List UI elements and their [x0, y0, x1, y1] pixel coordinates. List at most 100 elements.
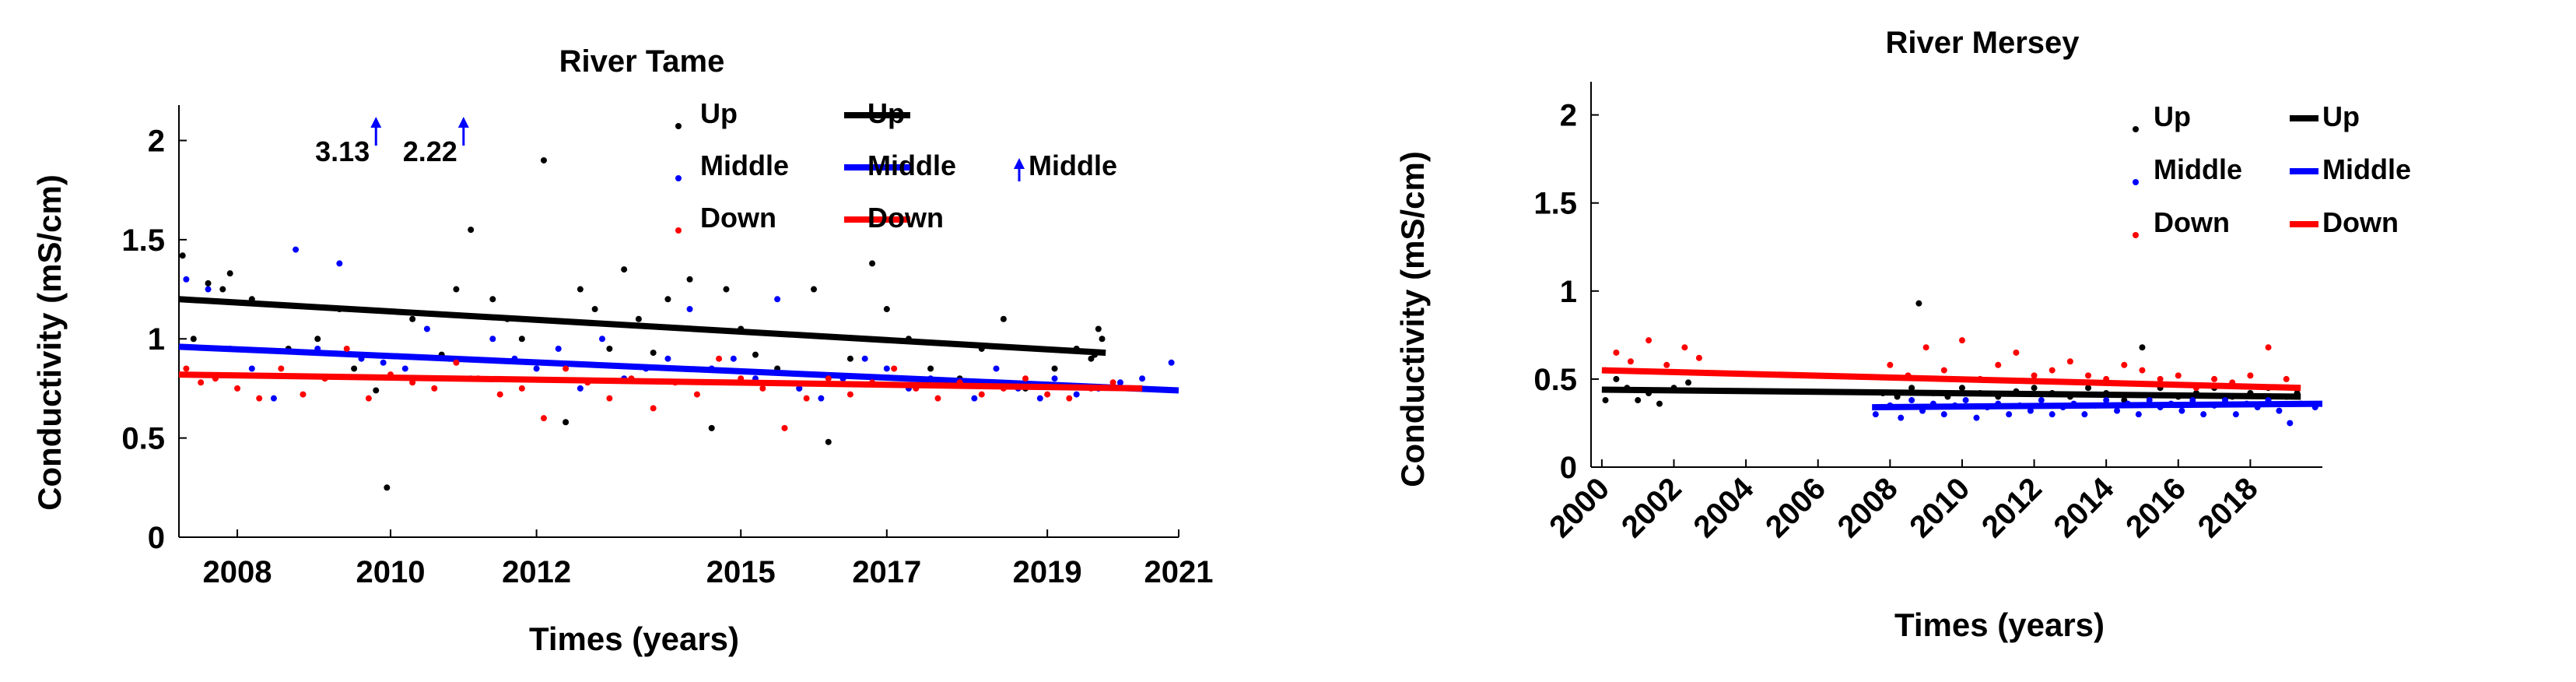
data-point — [664, 355, 671, 362]
x-axis-label: Times (years) — [529, 620, 739, 657]
trend-line — [178, 296, 1106, 357]
data-point — [1915, 300, 1922, 307]
data-point — [219, 286, 226, 293]
data-point — [431, 385, 438, 392]
y-tick-label: 0.5 — [121, 422, 165, 456]
data-point — [496, 391, 503, 398]
legend-label: Up — [2154, 100, 2191, 132]
legend-label: Down — [700, 202, 776, 234]
data-point — [1116, 379, 1123, 386]
x-tick-label: 2012 — [502, 555, 571, 589]
data-point — [723, 286, 730, 293]
data-point — [423, 325, 430, 332]
data-point — [1663, 361, 1670, 368]
legend-label: Middle — [700, 149, 789, 181]
x-tick-label: 2016 — [2119, 471, 2192, 544]
data-point — [1973, 414, 1980, 421]
data-point — [293, 246, 300, 253]
legend-marker — [2133, 179, 2139, 185]
data-point — [1602, 397, 1609, 404]
x-tick-label: 2008 — [1831, 471, 1905, 544]
x-tick-label: 2004 — [1687, 471, 1761, 545]
data-point — [599, 336, 606, 343]
chart-river-tame: River Tame Times (years) Conductivity (m… — [31, 44, 1213, 657]
y-tick-label: 0.5 — [1533, 363, 1577, 397]
legend-label: Up — [867, 97, 905, 129]
data-point — [2211, 375, 2218, 382]
data-point — [380, 359, 387, 366]
data-point — [2175, 372, 2182, 379]
data-point — [518, 385, 525, 392]
data-point — [1044, 391, 1051, 398]
x-tick-label: 2017 — [852, 555, 921, 589]
data-point — [2085, 385, 2092, 392]
y-tick-label: 0 — [148, 521, 165, 555]
legend-arrow-icon — [1014, 158, 1025, 181]
data-point — [2006, 411, 2013, 418]
data-point — [1036, 395, 1043, 402]
y-tick-label: 1.5 — [121, 223, 165, 258]
data-point — [2121, 361, 2128, 368]
data-point — [2139, 344, 2146, 351]
data-point — [861, 355, 868, 362]
data-point — [2031, 372, 2038, 379]
data-point — [226, 270, 233, 277]
data-point — [1613, 349, 1620, 356]
data-point — [664, 296, 671, 303]
data-point — [693, 391, 700, 398]
legend-marker — [2133, 126, 2139, 132]
x-tick-label: 2015 — [706, 555, 776, 589]
offscale-arrow-icon — [370, 117, 382, 146]
data-point — [1168, 359, 1175, 366]
data-point — [1940, 367, 1947, 374]
data-point — [2178, 407, 2185, 414]
x-tick-label: 2008 — [203, 555, 272, 589]
x-tick-label: 2010 — [356, 555, 426, 589]
data-point — [825, 375, 832, 382]
data-point — [198, 379, 205, 386]
chart-title: River Tame — [559, 44, 725, 79]
data-point — [183, 276, 190, 283]
legend-marker — [675, 175, 682, 181]
data-point — [1908, 385, 1915, 392]
x-tick-label: 2014 — [2047, 471, 2121, 545]
data-point — [205, 279, 212, 287]
x-tick-label: 2000 — [1543, 471, 1616, 544]
data-point — [577, 286, 584, 293]
data-point — [1139, 375, 1146, 382]
data-point — [2049, 367, 2056, 374]
data-point — [256, 395, 263, 402]
data-point — [2013, 349, 2020, 356]
data-point — [468, 227, 475, 234]
data-point — [1109, 379, 1116, 386]
y-tick-label: 1.5 — [1533, 187, 1577, 221]
legend-label: Down — [867, 202, 944, 234]
data-point — [2283, 375, 2290, 382]
data-point — [384, 484, 391, 491]
data-point — [1922, 344, 1929, 351]
legend-label: Middle — [1029, 149, 1117, 181]
data-point — [781, 424, 788, 431]
x-tick-label: 2021 — [1144, 555, 1214, 589]
data-point — [1958, 385, 1965, 392]
data-point — [883, 365, 890, 372]
data-point — [577, 385, 584, 392]
y-tick-label: 1 — [148, 322, 165, 357]
data-point — [1073, 391, 1080, 398]
data-point — [978, 391, 985, 398]
data-point — [650, 405, 657, 412]
data-point — [934, 395, 941, 402]
data-point — [351, 365, 358, 372]
data-point — [1645, 337, 1652, 344]
data-point — [752, 351, 759, 358]
data-point — [179, 252, 186, 259]
data-point — [2232, 411, 2239, 418]
data-point — [190, 336, 197, 343]
y-tick-label: 0 — [1560, 451, 1577, 485]
data-point — [635, 315, 642, 322]
data-point — [1000, 315, 1007, 322]
data-point — [1656, 400, 1663, 407]
data-point — [716, 355, 723, 362]
data-point — [409, 315, 416, 322]
data-point — [183, 365, 190, 372]
